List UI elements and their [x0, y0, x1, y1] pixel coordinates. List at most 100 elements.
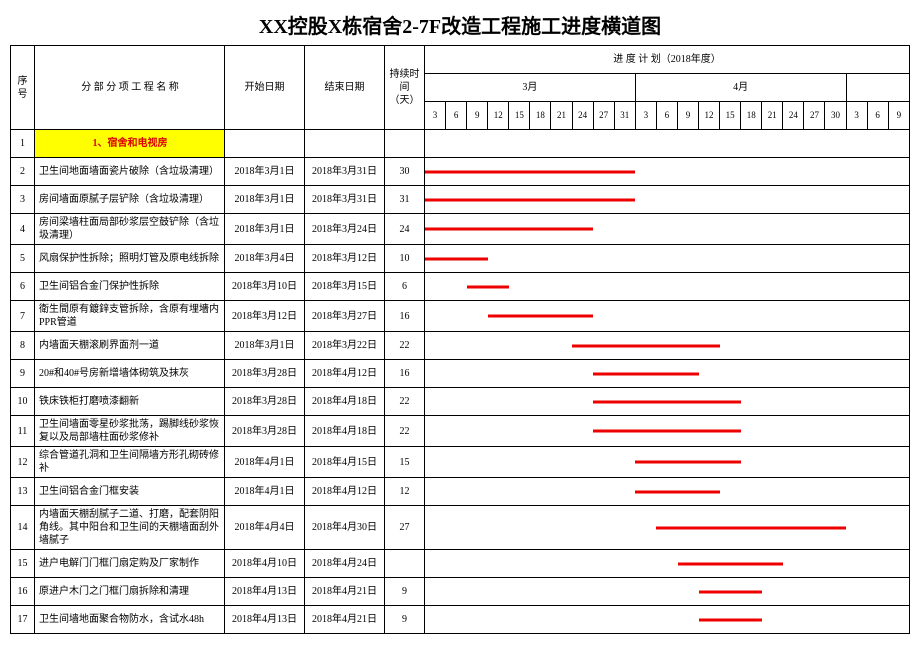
- task-name: 卫生间地面墙面瓷片破除（含垃圾清理）: [35, 158, 225, 186]
- start-cell: 2018年4月4日: [225, 506, 305, 550]
- gantt-bar: [593, 400, 740, 403]
- start-cell: 2018年3月1日: [225, 186, 305, 214]
- dur-cell: 27: [385, 506, 425, 550]
- hdr-end: 结束日期: [305, 46, 385, 130]
- hdr-day: 15: [720, 102, 741, 130]
- end-cell: 2018年3月15日: [305, 273, 385, 301]
- start-cell: 2018年3月28日: [225, 360, 305, 388]
- seq-cell: 8: [11, 332, 35, 360]
- hdr-day: 3: [425, 102, 446, 130]
- gantt-bar: [467, 285, 509, 288]
- task-name: 卫生间墙面零星砂浆批荡，踢脚线砂浆恢复以及局部墙柱面砂浆修补: [35, 416, 225, 447]
- dur-cell: [385, 130, 425, 158]
- end-cell: 2018年4月21日: [305, 606, 385, 634]
- hdr-schedule: 进 度 计 划（2018年度）: [425, 46, 910, 74]
- table-row: 920#和40#号房新增墙体砌筑及抹灰2018年3月28日2018年4月12日1…: [11, 360, 910, 388]
- hdr-day: 12: [488, 102, 509, 130]
- task-name: 进户电解门门框门扇定购及厂家制作: [35, 550, 225, 578]
- gantt-cell: [425, 478, 910, 506]
- gantt-cell: [425, 214, 910, 245]
- end-cell: 2018年3月31日: [305, 186, 385, 214]
- seq-cell: 12: [11, 447, 35, 478]
- gantt-bar: [635, 461, 740, 464]
- end-cell: 2018年4月21日: [305, 578, 385, 606]
- table-row: 13卫生间铝合金门框安装2018年4月1日2018年4月12日12: [11, 478, 910, 506]
- end-cell: 2018年4月12日: [305, 360, 385, 388]
- gantt-bar: [656, 526, 845, 529]
- hdr-day: 3: [635, 102, 656, 130]
- start-cell: 2018年3月12日: [225, 301, 305, 332]
- task-name: 内墙面天棚滚刷界面剂一道: [35, 332, 225, 360]
- dur-cell: 10: [385, 245, 425, 273]
- hdr-day: 27: [593, 102, 614, 130]
- gantt-bar: [593, 372, 698, 375]
- table-row: 8内墙面天棚滚刷界面剂一道2018年3月1日2018年3月22日22: [11, 332, 910, 360]
- end-cell: 2018年3月31日: [305, 158, 385, 186]
- gantt-bar: [572, 344, 719, 347]
- end-cell: 2018年4月18日: [305, 416, 385, 447]
- task-name: 内墙面天棚刮腻子二道、打磨，配套阴阳角线。其中阳台和卫生间的天棚墙面刮外墙腻子: [35, 506, 225, 550]
- gantt-bar: [635, 490, 719, 493]
- end-cell: 2018年4月30日: [305, 506, 385, 550]
- dur-cell: [385, 550, 425, 578]
- end-cell: 2018年4月12日: [305, 478, 385, 506]
- start-cell: 2018年3月1日: [225, 214, 305, 245]
- seq-cell: 10: [11, 388, 35, 416]
- seq-cell: 4: [11, 214, 35, 245]
- hdr-day: 3: [846, 102, 867, 130]
- gantt-cell: [425, 506, 910, 550]
- gantt-cell: [425, 130, 910, 158]
- gantt-cell: [425, 245, 910, 273]
- dur-cell: 16: [385, 360, 425, 388]
- hdr-day: 30: [825, 102, 846, 130]
- task-name: 卫生间铝合金门保护性拆除: [35, 273, 225, 301]
- gantt-cell: [425, 273, 910, 301]
- table-row: 11卫生间墙面零星砂浆批荡，踢脚线砂浆恢复以及局部墙柱面砂浆修补2018年3月2…: [11, 416, 910, 447]
- start-cell: 2018年3月1日: [225, 158, 305, 186]
- task-name: 综合管道孔洞和卫生间隔墙方形孔砌砖修补: [35, 447, 225, 478]
- seq-cell: 14: [11, 506, 35, 550]
- table-row: 17卫生间墙地面聚合物防水，含试水48h2018年4月13日2018年4月21日…: [11, 606, 910, 634]
- section-header: 1、宿舍和电视房: [35, 130, 225, 158]
- seq-cell: 16: [11, 578, 35, 606]
- hdr-day: 9: [467, 102, 488, 130]
- gantt-bar: [425, 257, 488, 260]
- hdr-day: 6: [446, 102, 467, 130]
- task-name: 风扇保护性拆除；照明灯管及原电线拆除: [35, 245, 225, 273]
- hdr-day: 6: [867, 102, 888, 130]
- gantt-bar: [699, 618, 762, 621]
- hdr-month1: 3月: [425, 74, 636, 102]
- start-cell: 2018年3月28日: [225, 416, 305, 447]
- dur-cell: 6: [385, 273, 425, 301]
- gantt-cell: [425, 606, 910, 634]
- hdr-day: 27: [804, 102, 825, 130]
- table-row: 4房间梁墙柱面局部砂浆层空鼓铲除（含垃圾清理）2018年3月1日2018年3月2…: [11, 214, 910, 245]
- start-cell: 2018年3月1日: [225, 332, 305, 360]
- seq-cell: 11: [11, 416, 35, 447]
- gantt-cell: [425, 332, 910, 360]
- gantt-cell: [425, 360, 910, 388]
- gantt-bar: [593, 430, 740, 433]
- hdr-day: 24: [572, 102, 593, 130]
- hdr-start: 开始日期: [225, 46, 305, 130]
- gantt-bar: [425, 170, 635, 173]
- hdr-day: 9: [677, 102, 698, 130]
- end-cell: 2018年4月24日: [305, 550, 385, 578]
- dur-cell: 9: [385, 606, 425, 634]
- task-name: 卫生间墙地面聚合物防水，含试水48h: [35, 606, 225, 634]
- gantt-cell: [425, 578, 910, 606]
- table-row: 6卫生间铝合金门保护性拆除2018年3月10日2018年3月15日6: [11, 273, 910, 301]
- seq-cell: 5: [11, 245, 35, 273]
- task-name: 铁床铁柜打磨喷漆翻新: [35, 388, 225, 416]
- dur-cell: 24: [385, 214, 425, 245]
- dur-cell: 9: [385, 578, 425, 606]
- end-cell: 2018年4月15日: [305, 447, 385, 478]
- hdr-day: 31: [614, 102, 635, 130]
- hdr-day: 18: [530, 102, 551, 130]
- dur-cell: 22: [385, 332, 425, 360]
- gantt-cell: [425, 416, 910, 447]
- gantt-cell: [425, 447, 910, 478]
- table-row: 5风扇保护性拆除；照明灯管及原电线拆除2018年3月4日2018年3月12日10: [11, 245, 910, 273]
- seq-cell: 13: [11, 478, 35, 506]
- hdr-day: 24: [783, 102, 804, 130]
